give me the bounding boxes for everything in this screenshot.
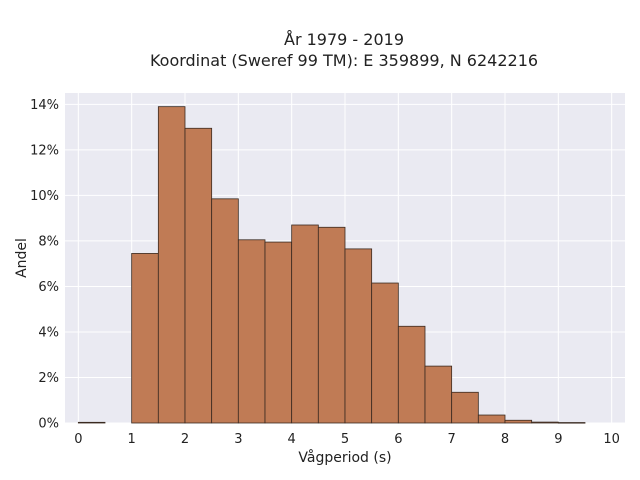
bars <box>77 106 586 424</box>
histogram-bar <box>344 248 373 424</box>
chart-title: År 1979 - 2019 <box>284 30 404 49</box>
x-axis-ticks: 0 1 2 3 4 5 6 7 8 9 10 <box>74 432 620 447</box>
y-tick-label: 8% <box>38 234 59 249</box>
histogram-bar <box>264 241 293 424</box>
y-tick-label: 12% <box>30 143 59 158</box>
x-tick-label: 1 <box>128 432 136 447</box>
histogram-bar <box>371 282 399 424</box>
chart-subtitle: Koordinat (Sweref 99 TM): E 359899, N 62… <box>150 51 538 70</box>
histogram-bar <box>504 419 533 424</box>
x-tick-label: 6 <box>394 432 402 447</box>
histogram-bar <box>451 391 479 424</box>
x-tick-label: 9 <box>554 432 562 447</box>
histogram-bar <box>397 325 426 424</box>
histogram-bar <box>291 224 319 424</box>
x-tick-label: 5 <box>341 432 349 447</box>
x-tick-label: 8 <box>501 432 509 447</box>
y-tick-label: 2% <box>38 371 59 386</box>
y-tick-label: 0% <box>38 417 59 432</box>
histogram-bar <box>131 253 159 424</box>
x-tick-label: 7 <box>448 432 456 447</box>
histogram-bar <box>557 422 586 424</box>
y-tick-label: 10% <box>30 189 59 204</box>
histogram-bar <box>211 198 239 424</box>
histogram-bar <box>184 127 213 424</box>
histogram-bar <box>157 106 186 424</box>
y-tick-label: 14% <box>30 98 59 113</box>
x-tick-label: 3 <box>234 432 242 447</box>
histogram-bar <box>237 239 266 424</box>
y-axis-ticks: 0% 2% 4% 6% 8% 10% 12% 14% <box>30 98 59 432</box>
x-tick-label: 10 <box>603 432 620 447</box>
histogram-bar <box>424 365 453 424</box>
x-tick-label: 0 <box>74 432 82 447</box>
x-tick-label: 4 <box>288 432 296 447</box>
histogram-bar <box>77 421 106 424</box>
x-axis-label: Vågperiod (s) <box>298 449 391 466</box>
y-tick-label: 4% <box>38 325 59 340</box>
y-axis-label: Andel <box>14 238 30 278</box>
x-tick-label: 2 <box>181 432 189 447</box>
histogram-bar <box>531 421 559 424</box>
y-tick-label: 6% <box>38 280 59 295</box>
histogram-bar <box>317 226 346 424</box>
histogram-bar <box>477 414 506 424</box>
